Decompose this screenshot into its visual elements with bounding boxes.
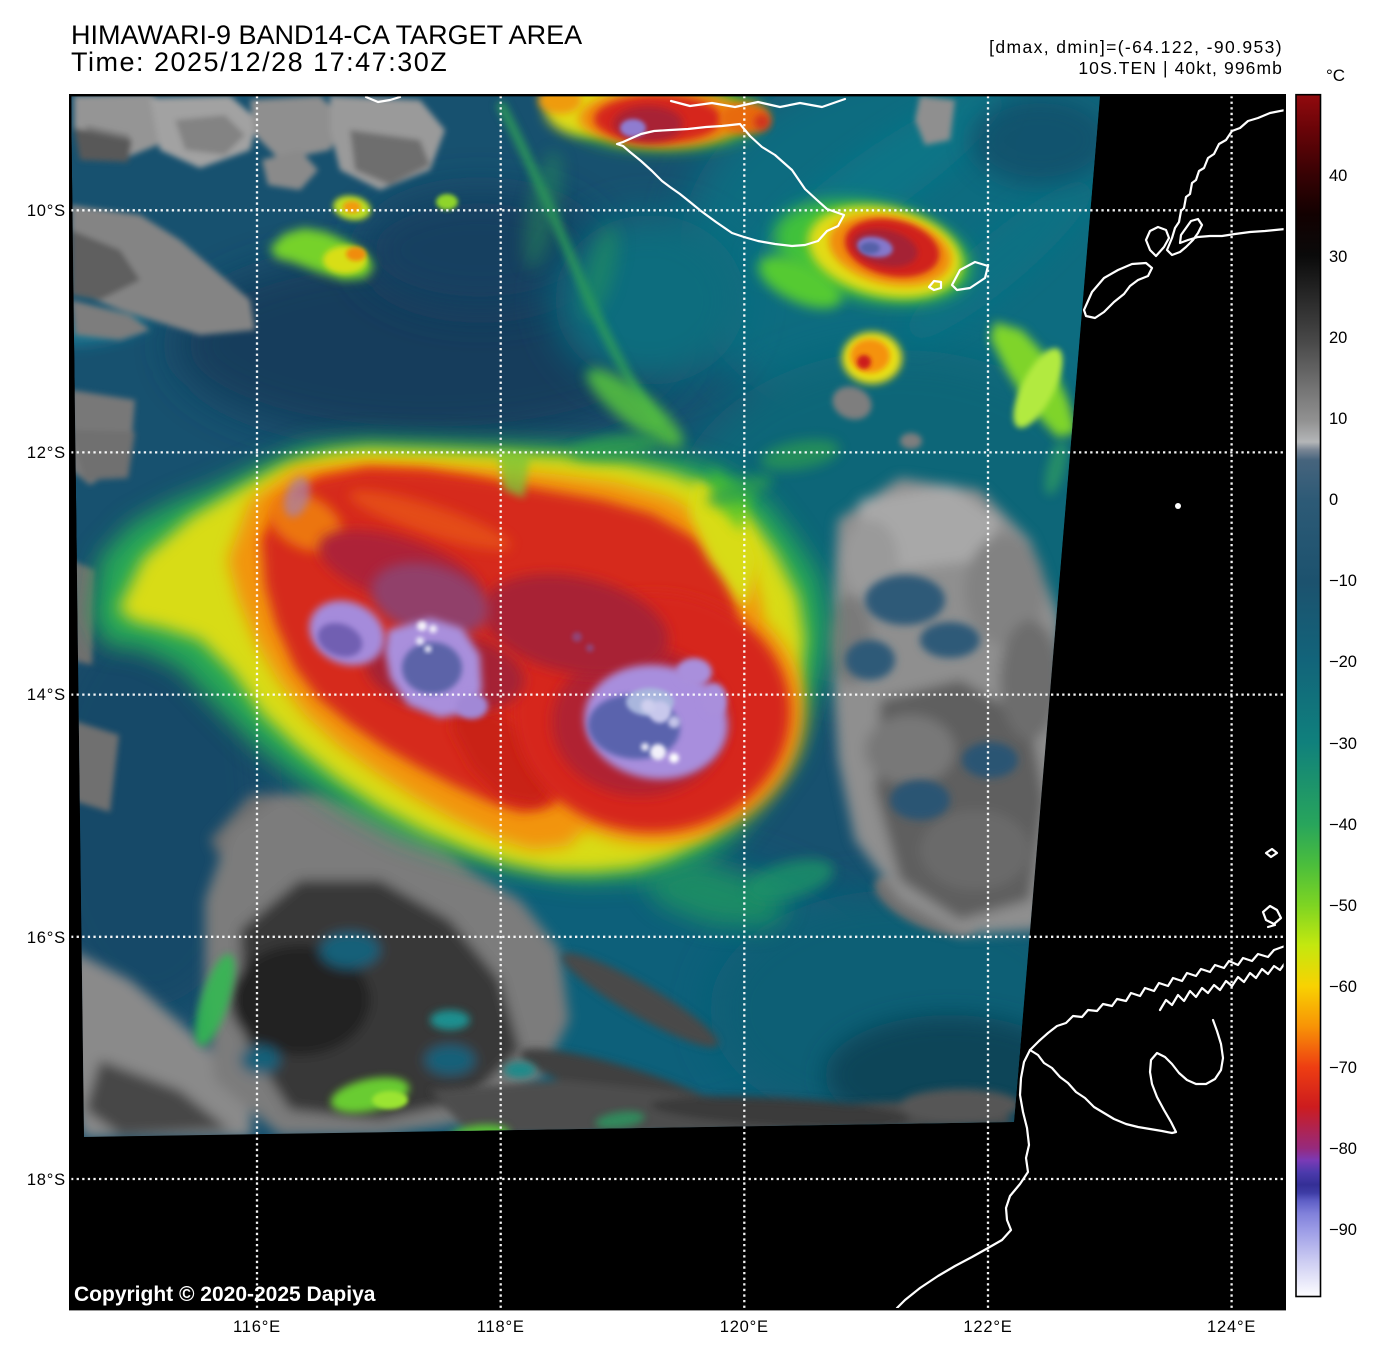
svg-text:20: 20 xyxy=(1329,329,1347,347)
svg-text:10°S: 10°S xyxy=(27,202,66,220)
svg-text:40: 40 xyxy=(1329,167,1347,185)
svg-text:0: 0 xyxy=(1329,491,1338,509)
svg-text:−90: −90 xyxy=(1329,1221,1357,1239)
svg-text:Time: 2025/12/28 17:47:30Z: Time: 2025/12/28 17:47:30Z xyxy=(71,47,448,77)
svg-text:14°S: 14°S xyxy=(27,686,66,704)
svg-text:−50: −50 xyxy=(1329,897,1357,915)
svg-text:18°S: 18°S xyxy=(27,1171,66,1189)
svg-text:10S.TEN | 40kt, 996mb: 10S.TEN | 40kt, 996mb xyxy=(1078,58,1283,78)
svg-text:HIMAWARI-9 BAND14-CA TARGET AR: HIMAWARI-9 BAND14-CA TARGET AREA xyxy=(71,20,582,50)
svg-text:−30: −30 xyxy=(1329,735,1357,753)
svg-text:124°E: 124°E xyxy=(1207,1318,1256,1336)
svg-text:−10: −10 xyxy=(1329,572,1357,590)
svg-text:−70: −70 xyxy=(1329,1059,1357,1077)
svg-text:−60: −60 xyxy=(1329,978,1357,996)
svg-text:−20: −20 xyxy=(1329,653,1357,671)
svg-text:120°E: 120°E xyxy=(720,1318,769,1336)
svg-text:16°S: 16°S xyxy=(27,929,66,947)
svg-text:°C: °C xyxy=(1326,66,1345,85)
svg-text:−80: −80 xyxy=(1329,1140,1357,1158)
svg-text:−40: −40 xyxy=(1329,816,1357,834)
svg-text:[dmax, dmin]=(-64.122, -90.953: [dmax, dmin]=(-64.122, -90.953) xyxy=(989,37,1283,57)
svg-text:122°E: 122°E xyxy=(963,1318,1012,1336)
svg-text:118°E: 118°E xyxy=(477,1318,525,1336)
svg-text:10: 10 xyxy=(1329,410,1347,428)
svg-text:30: 30 xyxy=(1329,248,1347,266)
svg-text:Copyright © 2020-2025 Dapiya: Copyright © 2020-2025 Dapiya xyxy=(74,1283,376,1306)
svg-text:12°S: 12°S xyxy=(27,444,66,462)
svg-text:116°E: 116°E xyxy=(233,1318,281,1336)
